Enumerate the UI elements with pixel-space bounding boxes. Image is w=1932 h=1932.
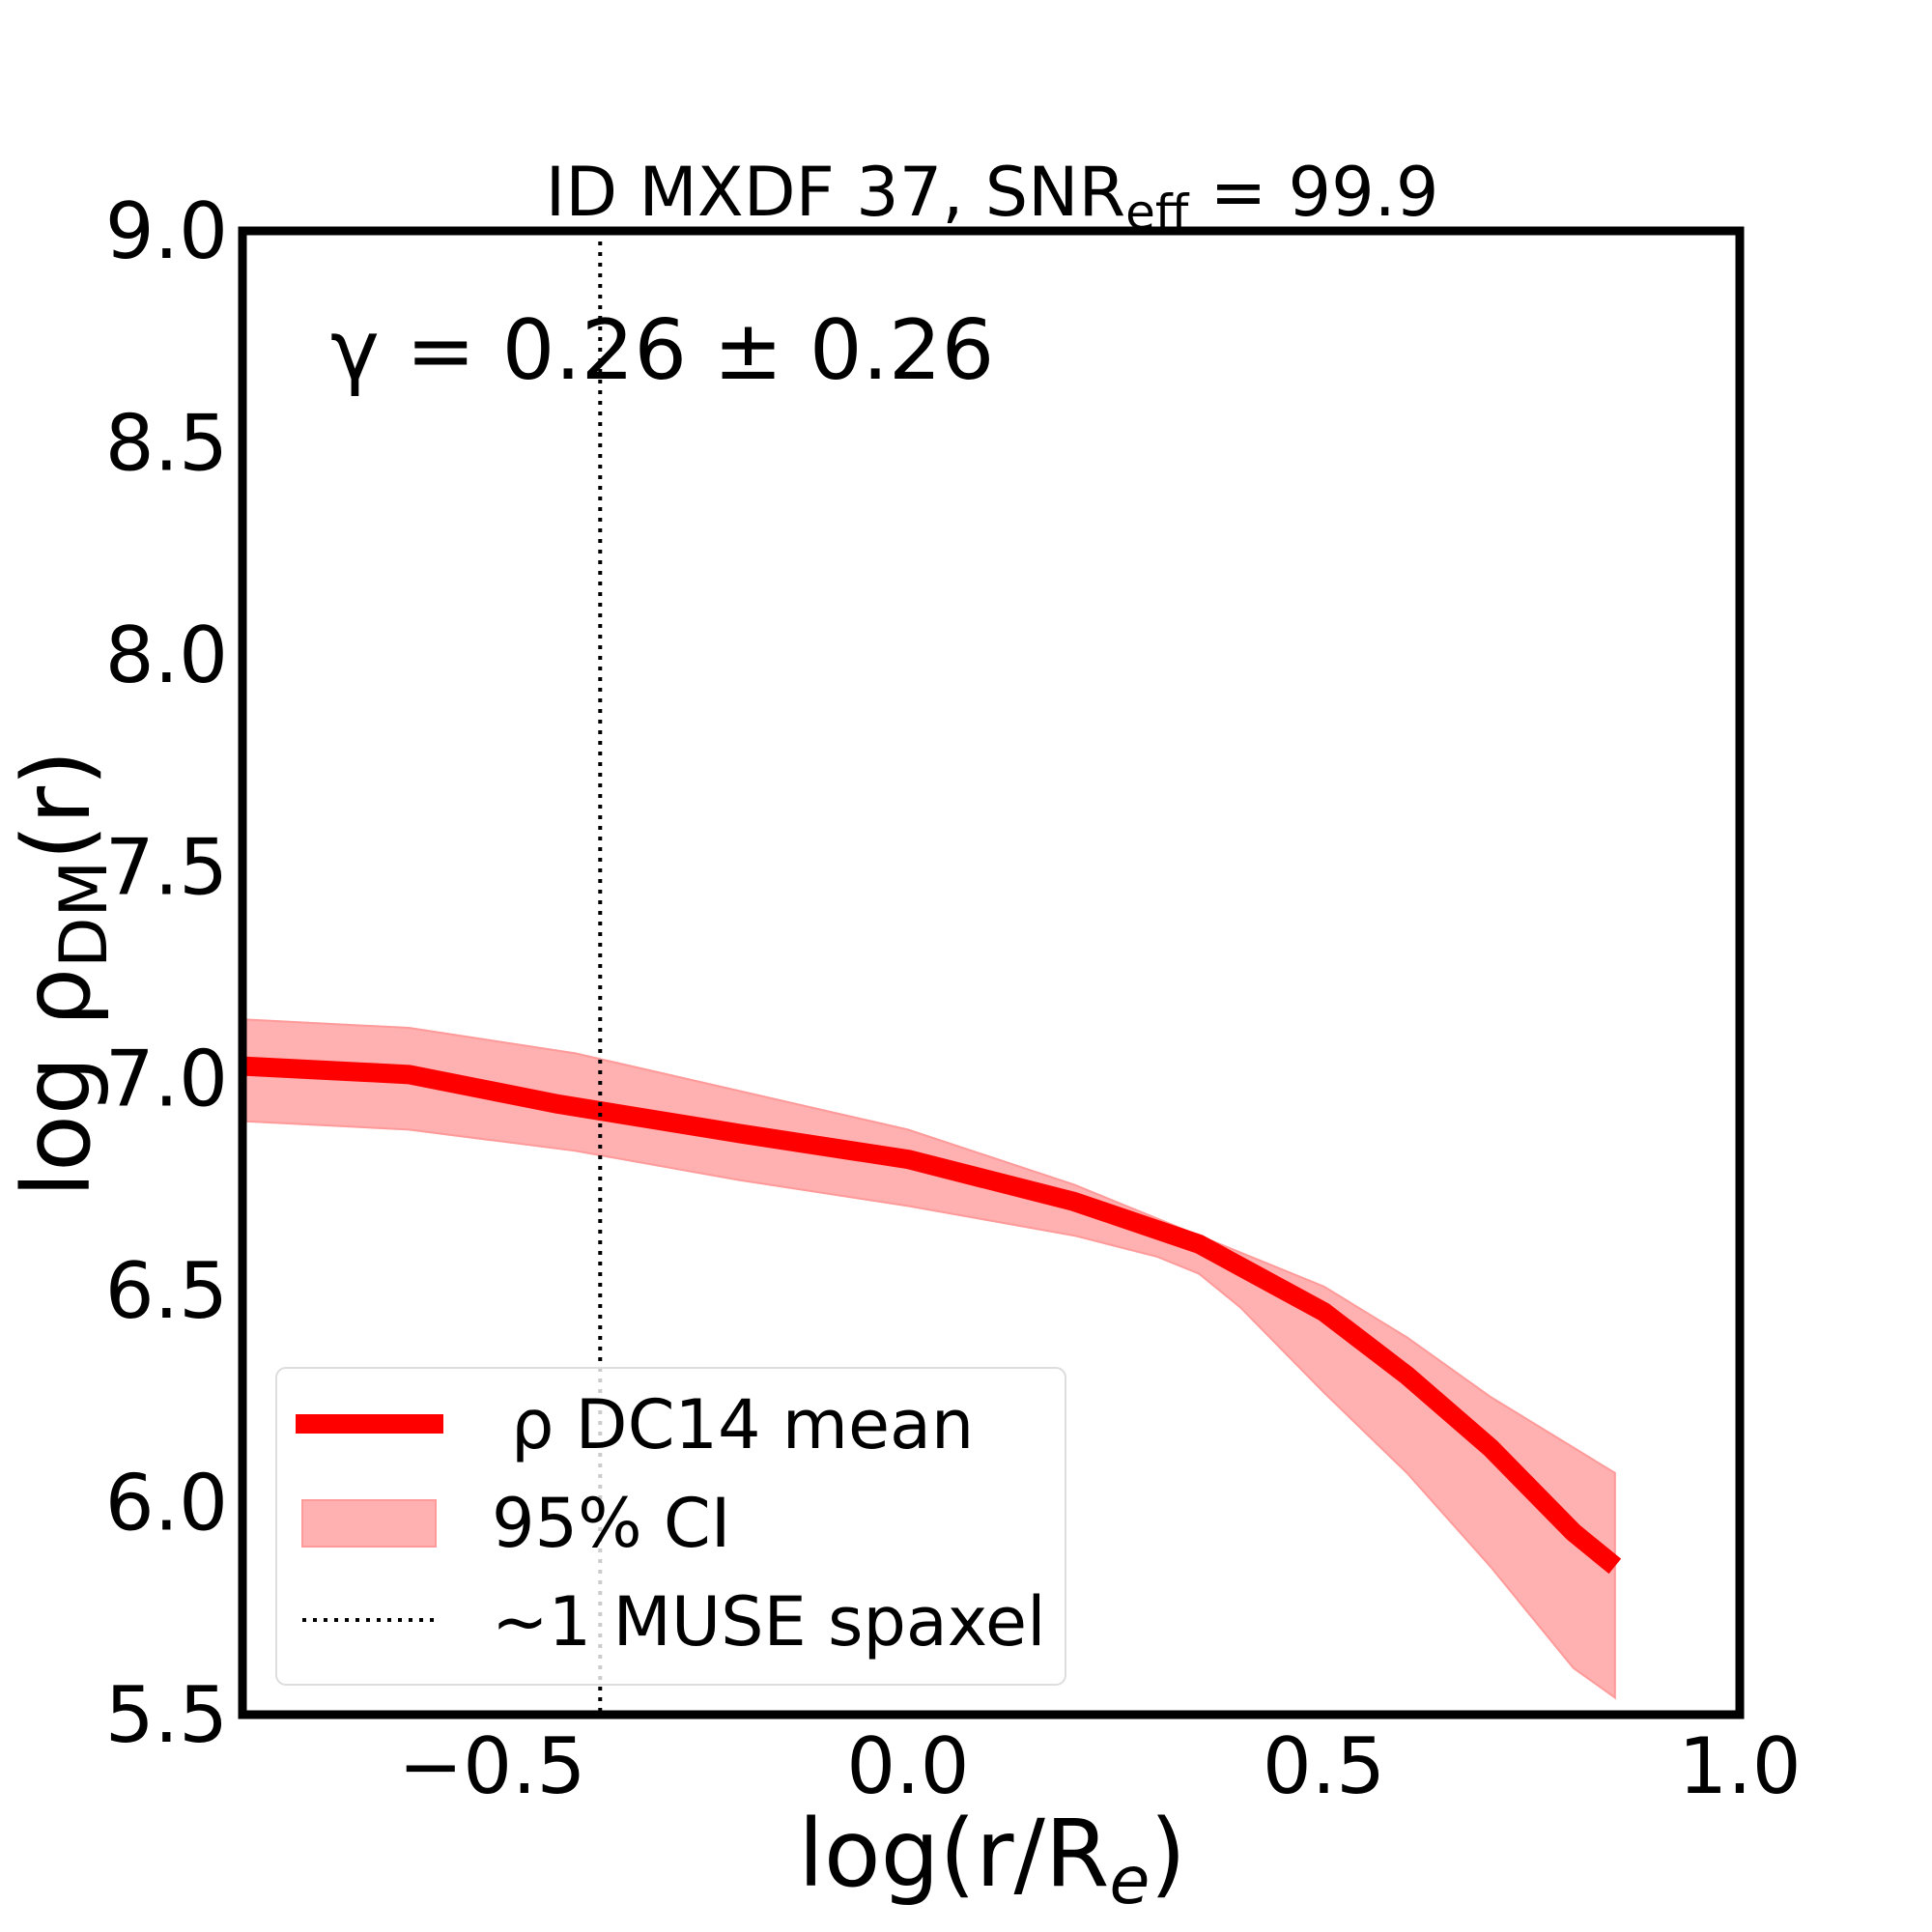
y-axis-label: log ρDM(r) bbox=[3, 750, 123, 1197]
y-tick-label: 8.0 bbox=[105, 611, 228, 700]
x-tick-label: 0.0 bbox=[846, 1721, 969, 1811]
legend-handle-ci bbox=[301, 1499, 437, 1548]
y-tick-label: 5.5 bbox=[105, 1670, 228, 1760]
y-tick-label: 9.0 bbox=[105, 186, 228, 276]
legend-label-ci: 95% CI bbox=[492, 1484, 730, 1563]
y-tick-label: 7.0 bbox=[105, 1035, 228, 1124]
x-tick-label: 0.5 bbox=[1263, 1721, 1385, 1811]
plot-frame bbox=[238, 226, 1745, 1719]
y-tick-label: 8.5 bbox=[105, 398, 228, 488]
x-tick-label: 1.0 bbox=[1678, 1721, 1801, 1811]
mean-line-layer bbox=[242, 1056, 1622, 1575]
chart-title: ID MXDF 37, SNReff = 99.9 bbox=[546, 153, 1439, 241]
y-ticks: 5.5 6.0 6.5 7.0 7.5 8.0 8.5 9.0 bbox=[105, 186, 228, 1760]
y-tick-label: 7.5 bbox=[105, 822, 228, 912]
legend-label-spaxel: ~1 MUSE spaxel bbox=[492, 1582, 1046, 1662]
legend-label-mean: ρ DC14 mean bbox=[511, 1385, 974, 1464]
x-tick-label: −0.5 bbox=[398, 1721, 585, 1811]
x-axis-label: log(r/Re) bbox=[798, 1800, 1186, 1919]
annotation-gamma: γ = 0.26 ± 0.26 bbox=[330, 302, 994, 399]
y-tick-label: 6.5 bbox=[105, 1246, 228, 1336]
legend-frame bbox=[275, 1367, 1066, 1686]
mean-line bbox=[242, 1056, 1622, 1575]
legend: ρ DC14 mean 95% CI ~1 MUSE spaxel bbox=[275, 1367, 1066, 1686]
x-ticks: −0.5 0.0 0.5 1.0 bbox=[398, 1721, 1801, 1811]
y-tick-label: 6.0 bbox=[105, 1459, 228, 1548]
